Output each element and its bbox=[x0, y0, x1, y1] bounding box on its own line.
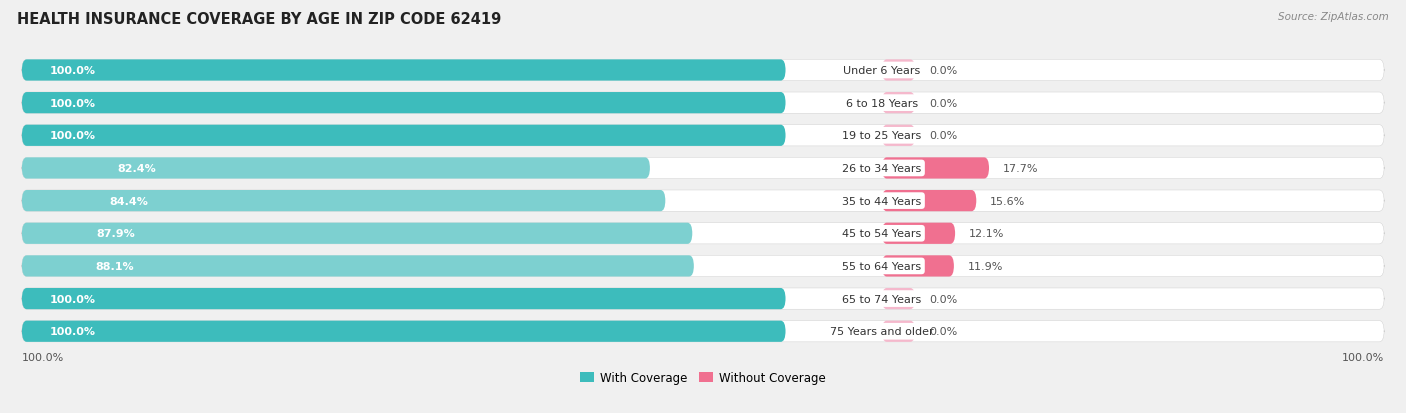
Text: 11.9%: 11.9% bbox=[967, 261, 1002, 271]
Text: 15.6%: 15.6% bbox=[990, 196, 1025, 206]
Text: 0.0%: 0.0% bbox=[929, 326, 957, 337]
Text: Under 6 Years: Under 6 Years bbox=[844, 66, 921, 76]
FancyBboxPatch shape bbox=[22, 223, 1384, 244]
FancyBboxPatch shape bbox=[882, 60, 915, 81]
Text: 100.0%: 100.0% bbox=[49, 98, 96, 108]
Text: 87.9%: 87.9% bbox=[96, 229, 135, 239]
Text: 100.0%: 100.0% bbox=[49, 131, 96, 141]
Text: 82.4%: 82.4% bbox=[117, 164, 156, 173]
Text: 100.0%: 100.0% bbox=[49, 66, 96, 76]
FancyBboxPatch shape bbox=[22, 60, 786, 81]
Text: 100.0%: 100.0% bbox=[49, 294, 96, 304]
Text: 19 to 25 Years: 19 to 25 Years bbox=[842, 131, 921, 141]
Text: 6 to 18 Years: 6 to 18 Years bbox=[846, 98, 918, 108]
FancyBboxPatch shape bbox=[882, 93, 915, 114]
FancyBboxPatch shape bbox=[882, 126, 915, 147]
FancyBboxPatch shape bbox=[22, 223, 692, 244]
Text: 17.7%: 17.7% bbox=[1002, 164, 1038, 173]
Text: 100.0%: 100.0% bbox=[1341, 353, 1384, 363]
FancyBboxPatch shape bbox=[22, 93, 1384, 114]
FancyBboxPatch shape bbox=[22, 158, 1384, 179]
FancyBboxPatch shape bbox=[882, 256, 953, 277]
FancyBboxPatch shape bbox=[22, 93, 786, 114]
FancyBboxPatch shape bbox=[22, 126, 1384, 147]
FancyBboxPatch shape bbox=[22, 158, 650, 179]
Text: 75 Years and older: 75 Years and older bbox=[830, 326, 934, 337]
FancyBboxPatch shape bbox=[882, 158, 988, 179]
Text: 12.1%: 12.1% bbox=[969, 229, 1004, 239]
Text: 84.4%: 84.4% bbox=[110, 196, 149, 206]
Text: HEALTH INSURANCE COVERAGE BY AGE IN ZIP CODE 62419: HEALTH INSURANCE COVERAGE BY AGE IN ZIP … bbox=[17, 12, 501, 27]
Text: 0.0%: 0.0% bbox=[929, 98, 957, 108]
FancyBboxPatch shape bbox=[22, 321, 786, 342]
FancyBboxPatch shape bbox=[882, 321, 915, 342]
Text: 55 to 64 Years: 55 to 64 Years bbox=[842, 261, 921, 271]
FancyBboxPatch shape bbox=[882, 190, 976, 212]
Text: 26 to 34 Years: 26 to 34 Years bbox=[842, 164, 921, 173]
Text: 88.1%: 88.1% bbox=[96, 261, 134, 271]
FancyBboxPatch shape bbox=[882, 288, 915, 309]
Text: 0.0%: 0.0% bbox=[929, 294, 957, 304]
FancyBboxPatch shape bbox=[22, 321, 1384, 342]
FancyBboxPatch shape bbox=[22, 126, 786, 147]
FancyBboxPatch shape bbox=[22, 288, 786, 309]
Text: 100.0%: 100.0% bbox=[49, 326, 96, 337]
Text: 45 to 54 Years: 45 to 54 Years bbox=[842, 229, 921, 239]
Text: 35 to 44 Years: 35 to 44 Years bbox=[842, 196, 921, 206]
Text: 65 to 74 Years: 65 to 74 Years bbox=[842, 294, 921, 304]
Text: 100.0%: 100.0% bbox=[22, 353, 65, 363]
FancyBboxPatch shape bbox=[22, 190, 1384, 212]
FancyBboxPatch shape bbox=[22, 256, 1384, 277]
FancyBboxPatch shape bbox=[22, 60, 1384, 81]
Text: 0.0%: 0.0% bbox=[929, 131, 957, 141]
FancyBboxPatch shape bbox=[22, 256, 695, 277]
FancyBboxPatch shape bbox=[22, 190, 665, 212]
Legend: With Coverage, Without Coverage: With Coverage, Without Coverage bbox=[575, 366, 831, 389]
FancyBboxPatch shape bbox=[22, 288, 1384, 309]
FancyBboxPatch shape bbox=[882, 223, 955, 244]
Text: 0.0%: 0.0% bbox=[929, 66, 957, 76]
Text: Source: ZipAtlas.com: Source: ZipAtlas.com bbox=[1278, 12, 1389, 22]
